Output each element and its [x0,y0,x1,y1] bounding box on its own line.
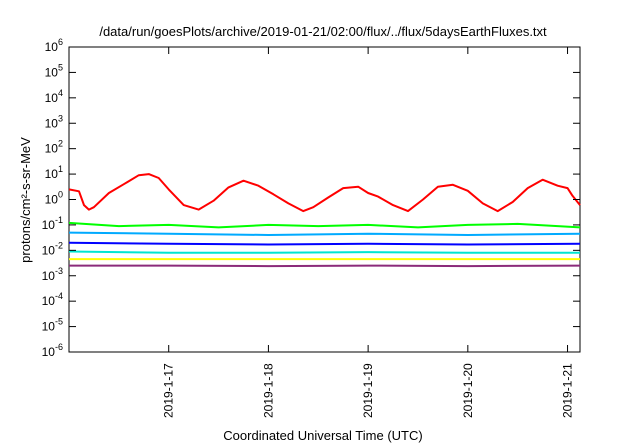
y-axis-title: protons/cm²-s-sr-MeV [18,137,33,263]
series-line-7 [69,264,581,268]
chart-title: /data/run/goesPlots/archive/2019-01-21/0… [99,24,547,39]
y-tick-label: 10-6 [42,342,63,359]
x-tick-label: 2019-1-18 [261,363,275,418]
x-axis-ticks: 2019-1-17 2019-1-18 2019-1-19 2019-1-20 2019… [162,47,575,418]
series-line-3 [68,231,581,236]
series-line-4 [68,241,581,246]
y-tick-label: 101 [45,164,63,181]
x-tick-label: 2019-1-20 [461,363,475,418]
y-tick-label: 10-3 [42,266,63,283]
series-line-2 [68,221,581,229]
y-tick-label: 105 [45,62,63,79]
series-line-5 [68,250,580,254]
y-tick-label: 106 [45,37,63,54]
x-tick-label: 2019-1-19 [361,363,375,418]
y-tick-label: 100 [45,190,63,207]
y-axis-ticks: 10-6 10-5 10-4 10-3 10-2 10-1 100 101 102 103 104 1… [42,37,580,359]
x-tick-label: 2019-1-21 [561,363,575,418]
y-tick-label: 10-1 [42,215,63,232]
y-tick-label: 10-5 [42,317,63,334]
x-axis-title: Coordinated Universal Time (UTC) [223,428,422,443]
y-tick-label: 10-4 [42,291,63,308]
y-tick-label: 104 [45,88,63,105]
y-tick-label: 102 [45,139,63,156]
series-line-1 [68,173,581,213]
y-tick-label: 103 [45,113,63,130]
y-tick-label: 10-2 [42,240,63,257]
x-tick-label: 2019-1-17 [162,363,176,418]
plot-area: 10-6 10-5 10-4 10-3 10-2 10-1 100 101 102 103 104 1… [42,37,581,418]
series-group [68,173,581,268]
